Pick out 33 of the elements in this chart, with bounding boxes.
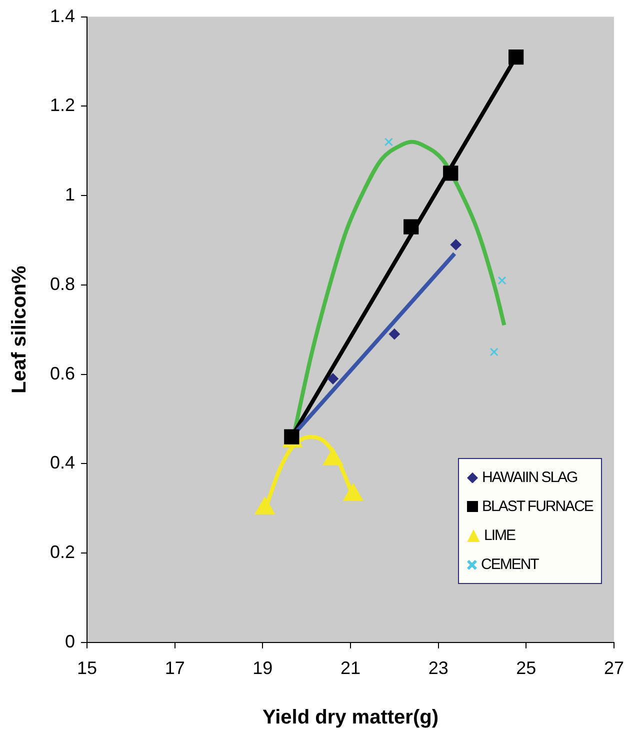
x-axis-title: Yield dry matter(g)	[262, 706, 438, 729]
point	[254, 496, 275, 514]
x-tick-label: 21	[340, 658, 361, 678]
legend-label: CEMENT	[480, 556, 538, 574]
y-tick-label: 1	[65, 184, 76, 205]
point	[327, 373, 338, 384]
legend-label: LIME	[484, 527, 515, 544]
y-axis-title: Leaf silicon%	[8, 265, 31, 394]
y-tick-label: 0.2	[50, 542, 76, 562]
point	[343, 483, 364, 501]
point	[384, 138, 393, 146]
y-tick-label: 0.6	[50, 363, 76, 384]
x-tick-label: 27	[604, 658, 624, 678]
legend-label: BLAST FURNACE	[482, 498, 593, 516]
point	[508, 49, 524, 65]
point	[404, 219, 419, 234]
x-tick-label: 15	[77, 658, 98, 678]
x-tick-label: 17	[164, 658, 185, 678]
y-tick-label: 0	[65, 631, 76, 652]
x-tick-label: 19	[252, 658, 273, 678]
point	[490, 348, 498, 356]
y-tick-label: 0.8	[50, 274, 76, 294]
point	[443, 166, 458, 181]
y-tick-label: 0.4	[50, 452, 76, 473]
x-tick-label: 25	[516, 658, 536, 678]
legend-label: HAWAIIN SLAG	[482, 469, 578, 486]
y-tick-label: 1.4	[50, 6, 76, 26]
y-tick-label: 1.2	[50, 95, 76, 116]
x-tick-label: 23	[428, 658, 448, 678]
point	[498, 276, 506, 285]
point	[450, 239, 462, 250]
point	[322, 448, 343, 466]
point	[388, 328, 400, 340]
